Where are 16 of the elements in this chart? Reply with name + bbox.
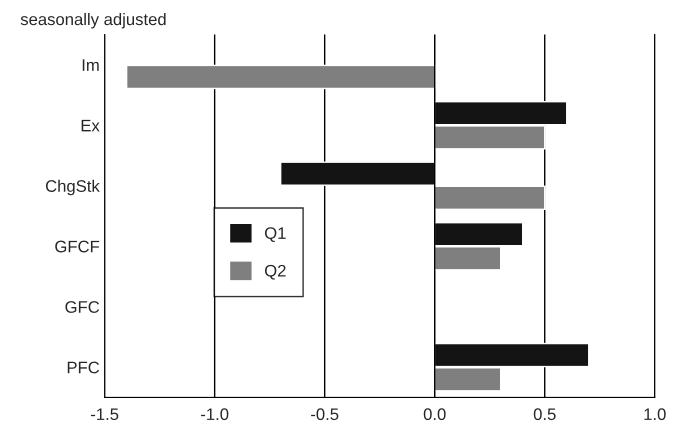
y-tick-label: GFCF — [55, 240, 100, 252]
legend-label: Q2 — [265, 264, 286, 280]
x-tick-label: 0.0 — [424, 408, 446, 420]
bar — [126, 64, 436, 90]
x-tick-label: -1.0 — [201, 408, 228, 420]
y-tick-label: GFC — [65, 301, 100, 313]
x-tick-label: -0.5 — [311, 408, 338, 420]
x-tick-label: 0.5 — [534, 408, 556, 420]
x-tick-label: -1.5 — [91, 408, 118, 420]
x-tick-label: 1.0 — [644, 408, 666, 420]
legend-label: Q1 — [265, 227, 286, 242]
y-tick-label: Ex — [82, 120, 100, 132]
y-tick-label: PFC — [68, 362, 100, 374]
y-tick-label: Im — [82, 59, 99, 71]
y-tick-label: ChgStk — [46, 180, 100, 196]
chart-title: seasonally adjusted — [20, 12, 166, 28]
